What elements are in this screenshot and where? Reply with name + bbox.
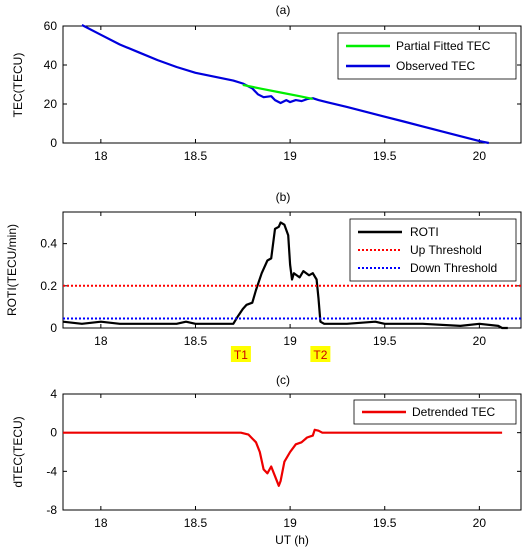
panel-b: (b) ROTI(TECU/min) 18 18.5 19 19.5 20 0 0.2 0.4… xyxy=(5,190,522,362)
panel-c: (c) dTEC(TECU) UT (h) 18 18.5 19 19.5 20 -8 -4… xyxy=(11,373,522,547)
panel-b-ylabel: ROTI(TECU/min) xyxy=(5,224,19,316)
panel-b-ticks: 18 18.5 19 19.5 20 0 0.2 0.4 xyxy=(40,212,521,348)
x-tick-label: 19 xyxy=(283,149,297,163)
x-tick-label: 19 xyxy=(283,334,297,348)
panel-b-plot xyxy=(62,221,521,330)
panel-a: (a) TEC(TECU) 18 18.5 19 19.5 20 0 20 40 60 Part… xyxy=(11,3,522,163)
legend-label-down-threshold: Down Threshold xyxy=(410,261,497,275)
x-tick-label: 20 xyxy=(473,516,487,530)
panel-b-legend-box xyxy=(349,218,517,282)
x-tick-label: 19 xyxy=(283,516,297,530)
x-tick-label: 18.5 xyxy=(184,149,208,163)
y-tick-label: -8 xyxy=(46,503,57,517)
x-tick-label: 19.5 xyxy=(373,516,397,530)
y-tick-label: 0 xyxy=(50,426,57,440)
panel-c-legend: Detrended TEC xyxy=(353,399,517,425)
y-tick-label: 0 xyxy=(50,321,57,335)
marker-badge xyxy=(230,346,251,362)
legend-label-detrended: Detrended TEC xyxy=(412,405,495,419)
x-tick-label: 20 xyxy=(473,334,487,348)
y-tick-label: 0.2 xyxy=(40,279,57,293)
panel-a-legend: Partial Fitted TEC Observed TEC xyxy=(337,32,517,80)
y-tick-label: -4 xyxy=(46,464,57,478)
panel-a-title: (a) xyxy=(276,3,291,17)
y-tick-label: 60 xyxy=(44,19,58,33)
x-tick-label: 18.5 xyxy=(184,516,208,530)
series-line-partial-fitted-tec xyxy=(242,83,314,100)
marker-label: T1 xyxy=(234,348,248,362)
marker-badge xyxy=(310,346,331,362)
panel-b-legend: ROTI Up Threshold Down Threshold xyxy=(349,218,517,282)
legend-label-partial-fitted: Partial Fitted TEC xyxy=(396,39,491,53)
x-tick-label: 18 xyxy=(94,516,108,530)
x-tick-label: 18.5 xyxy=(184,334,208,348)
y-tick-label: 4 xyxy=(50,387,57,401)
panel-c-ylabel: dTEC(TECU) xyxy=(11,416,25,487)
series-line-detrended-tec xyxy=(63,428,503,487)
x-tick-label: 18 xyxy=(94,334,108,348)
y-tick-label: 20 xyxy=(44,97,58,111)
y-tick-label: 0.4 xyxy=(40,237,57,251)
panel-b-markers: T1 T2 xyxy=(230,346,331,362)
legend-label-roti: ROTI xyxy=(410,225,439,239)
x-tick-label: 19.5 xyxy=(373,149,397,163)
legend-label-up-threshold: Up Threshold xyxy=(410,243,482,257)
panel-a-plot xyxy=(81,24,490,145)
x-tick-label: 20 xyxy=(473,149,487,163)
panel-b-title: (b) xyxy=(276,190,291,204)
x-tick-label: 18 xyxy=(94,149,108,163)
panel-c-xlabel: UT (h) xyxy=(275,533,309,547)
y-tick-label: 40 xyxy=(44,58,58,72)
panel-a-ylabel: TEC(TECU) xyxy=(11,53,25,118)
x-tick-label: 19.5 xyxy=(373,334,397,348)
legend-label-observed: Observed TEC xyxy=(396,59,475,73)
panel-c-plot xyxy=(63,428,503,487)
marker-label: T2 xyxy=(313,348,327,362)
y-tick-label: 0 xyxy=(50,136,57,150)
panel-c-title: (c) xyxy=(276,373,290,387)
panel-c-ticks: 18 18.5 19 19.5 20 -8 -4 0 4 xyxy=(46,387,521,530)
series-line-observed-tec xyxy=(81,24,490,145)
series-line-roti xyxy=(62,221,508,330)
panel-a-legend-box xyxy=(337,32,517,80)
panel-a-ticks: 18 18.5 19 19.5 20 0 20 40 60 xyxy=(44,19,521,163)
